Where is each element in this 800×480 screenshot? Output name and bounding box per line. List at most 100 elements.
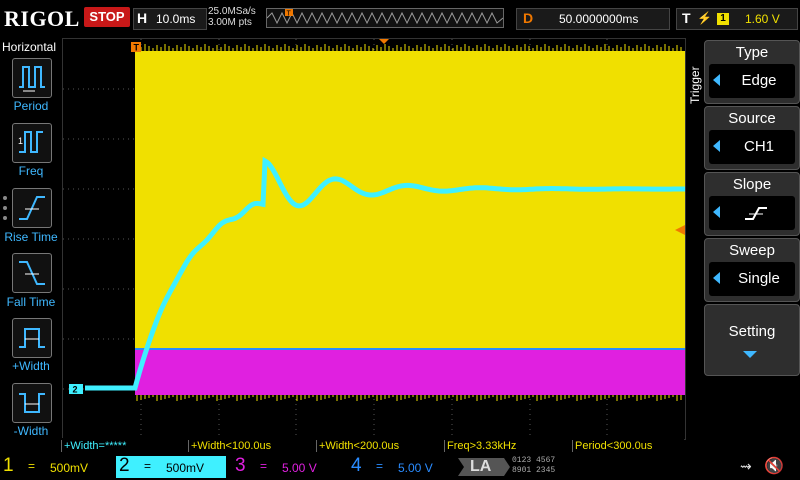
left-arrow-icon xyxy=(713,206,720,218)
fall-time-icon xyxy=(19,261,45,285)
fall-time-label: Fall Time xyxy=(6,295,56,309)
channel-3-status[interactable]: 3 = 5.00 V xyxy=(232,455,342,478)
channel-3-number: 3 xyxy=(235,455,246,476)
acquisition-info: 25.0MSa/s 3.00M pts xyxy=(208,6,256,28)
channel-1-coupling: = xyxy=(28,459,36,473)
pos-width-label: +Width xyxy=(12,359,50,373)
channel-2-coupling: = xyxy=(144,459,152,473)
la-digits-bottom: 8901 2345 xyxy=(512,466,556,475)
menu-sweep[interactable]: Sweep Single xyxy=(704,238,800,302)
channel-2-scale: 500mV xyxy=(166,461,205,475)
delay-box[interactable]: D 50.0000000ms xyxy=(516,8,670,30)
la-frame xyxy=(458,458,510,476)
channel-3-coupling: = xyxy=(260,459,268,473)
menu-slope-title: Slope xyxy=(732,176,772,193)
memory-waveform-thumbnail: T xyxy=(266,9,504,25)
rise-time-icon xyxy=(19,196,45,220)
neg-width-icon xyxy=(19,393,45,413)
menu-setting[interactable]: Setting xyxy=(704,304,800,376)
trigger-position-marker xyxy=(131,42,141,52)
scroll-dot xyxy=(3,206,7,210)
measurement-sidebar xyxy=(0,38,60,438)
pos-width-icon xyxy=(19,328,45,348)
memory-overview-bar[interactable]: T xyxy=(266,8,504,28)
menu-sweep-title: Sweep xyxy=(729,242,775,259)
channel-4-number: 4 xyxy=(351,455,362,476)
menu-source-title: Source xyxy=(728,110,776,127)
rise-time-button[interactable] xyxy=(12,188,52,228)
menu-sweep-value: Single xyxy=(738,270,780,287)
speaker-mute-icon[interactable]: 🔇 xyxy=(764,458,784,475)
measurement-result-5: Period<300.0us xyxy=(572,440,685,452)
left-arrow-icon xyxy=(713,140,720,152)
ch3-trace-band xyxy=(135,349,685,395)
channel-3-scale: 5.00 V xyxy=(282,461,317,475)
channel-4-coupling: = xyxy=(376,459,384,473)
ch1-noise-ticks xyxy=(136,44,682,401)
menu-slope-value-box xyxy=(709,196,795,230)
scroll-dot xyxy=(3,196,7,200)
chevron-down-icon xyxy=(743,351,757,358)
trigger-position-letter: T xyxy=(134,43,140,53)
measurement-result-1: +Width=***** xyxy=(61,440,188,452)
sidebar-title: Horizontal xyxy=(2,40,57,54)
ch2-offset-label: 2 xyxy=(73,385,78,395)
measurement-result-2: +Width<100.0us xyxy=(188,440,315,452)
rising-edge-icon xyxy=(745,207,767,220)
sample-rate: 25.0MSa/s xyxy=(208,6,256,17)
trigger-channel: 1 xyxy=(717,13,729,25)
period-button[interactable] xyxy=(12,58,52,98)
menu-source-value-box: CH1 xyxy=(709,130,795,164)
ch2-trace xyxy=(85,156,685,391)
channel-1-status[interactable]: 1 = 500mV xyxy=(0,455,110,478)
delay-value: 50.0000000ms xyxy=(559,12,639,26)
memory-trigger-marker xyxy=(285,9,293,16)
freq-button[interactable]: 1 xyxy=(12,123,52,163)
trigger-edge-icon: ⚡ xyxy=(697,11,712,25)
scroll-dot xyxy=(3,216,7,220)
ch1-trace-band xyxy=(135,51,685,395)
freq-label: Freq xyxy=(18,164,44,178)
channel-4-status[interactable]: 4 = 5.00 V xyxy=(348,455,458,478)
channel-2-number: 2 xyxy=(119,455,130,476)
ch2-offset-marker xyxy=(69,384,83,394)
trigger-key: T xyxy=(682,10,691,26)
usb-icon: ⇝ xyxy=(740,458,752,474)
run-stop-status[interactable]: STOP xyxy=(84,7,130,27)
freq-icon: 1 xyxy=(18,131,43,153)
left-arrow-icon xyxy=(713,74,720,86)
channel-1-number: 1 xyxy=(3,455,14,476)
timebase-box[interactable]: H 10.0ms xyxy=(133,8,207,30)
channel-2-status[interactable]: 2 = 500mV xyxy=(116,455,226,478)
pos-width-button[interactable] xyxy=(12,318,52,358)
waveform-canvas: T 2 xyxy=(63,39,685,439)
rise-time-label: Rise Time xyxy=(4,230,58,244)
menu-source[interactable]: Source CH1 xyxy=(704,106,800,170)
waveform-display[interactable]: T 2 xyxy=(62,38,686,440)
period-label: Period xyxy=(13,99,49,113)
menu-sweep-value-box: Single xyxy=(709,262,795,296)
menu-source-value: CH1 xyxy=(743,138,774,155)
logic-analyzer-status[interactable]: LA 0123 4567 8901 2345 xyxy=(456,456,616,478)
delay-center-marker xyxy=(379,39,389,44)
fall-time-button[interactable] xyxy=(12,253,52,293)
neg-width-button[interactable] xyxy=(12,383,52,423)
memory-trigger-letter: T xyxy=(287,11,292,18)
menu-slope[interactable]: Slope xyxy=(704,172,800,236)
timebase-value: 10.0ms xyxy=(156,12,196,26)
neg-width-label: -Width xyxy=(13,424,49,438)
trigger-box[interactable]: T ⚡ 1 1.60 V xyxy=(676,8,798,30)
la-digits-top: 0123 4567 xyxy=(512,456,556,465)
brand-logo: RIGOL xyxy=(4,6,80,31)
svg-text:1: 1 xyxy=(18,136,23,146)
measurement-result-4: Freq>3.33kHz xyxy=(444,440,571,452)
left-arrow-icon xyxy=(713,272,720,284)
horizontal-key: H xyxy=(137,10,148,26)
menu-type-value: Edge xyxy=(741,72,777,89)
menu-type[interactable]: Type Edge xyxy=(704,40,800,104)
period-icon xyxy=(19,66,45,92)
memory-depth: 3.00M pts xyxy=(208,17,252,28)
measurement-results-bar xyxy=(60,438,684,452)
menu-type-title: Type xyxy=(735,44,769,61)
channel-4-scale: 5.00 V xyxy=(398,461,433,475)
